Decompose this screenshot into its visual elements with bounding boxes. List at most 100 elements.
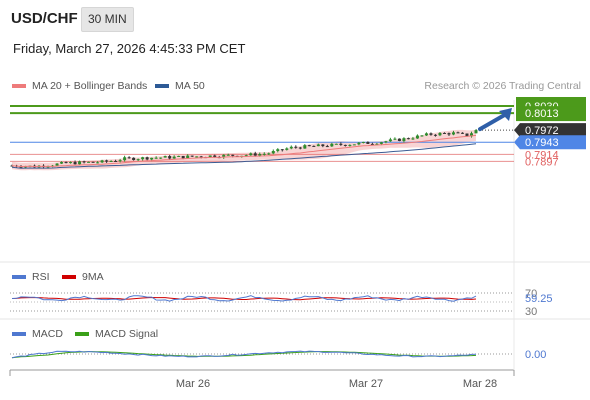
candle-body <box>208 155 212 158</box>
candle-body <box>321 144 325 147</box>
target-arrow-head <box>499 108 512 121</box>
candle-body <box>447 133 451 135</box>
legend-ma20-bollinger: MA 20 + Bollinger Bands <box>12 80 147 92</box>
legend-ma20-label: MA 20 + Bollinger Bands <box>32 80 148 92</box>
timeframe-button[interactable]: 30 MIN <box>81 7 134 32</box>
candle-body <box>159 157 163 159</box>
candle-body <box>456 132 460 134</box>
price-label-0-8013-box <box>520 106 586 121</box>
candle-body <box>361 141 365 143</box>
candle-body <box>352 144 356 146</box>
candle-body <box>150 157 154 160</box>
candle-body <box>460 132 464 134</box>
price-label-0-7943: 0.7943 <box>525 137 559 149</box>
price-label-0-7943-group: 0.7943 <box>514 135 586 150</box>
candle-body <box>177 155 181 157</box>
candle-body <box>343 144 347 146</box>
candle-body <box>339 143 343 145</box>
candle-body <box>451 132 455 135</box>
candle-body <box>267 153 271 155</box>
legend-9ma-label: 9MA <box>82 271 104 283</box>
candle-body <box>127 157 131 159</box>
target-arrow-shaft <box>478 111 510 132</box>
candle-body <box>316 144 320 147</box>
candle-body <box>186 155 190 159</box>
candle-body <box>429 133 433 135</box>
candle-body <box>334 143 338 145</box>
legend-9ma-swatch <box>62 275 76 280</box>
x-tick-label-mar-28: Mar 28 <box>463 378 497 390</box>
candle-body <box>325 146 329 148</box>
candle-body <box>213 155 217 158</box>
candle-body <box>136 159 140 161</box>
rsi-line <box>11 295 477 302</box>
candle-body <box>397 138 401 141</box>
candle-body <box>384 141 388 143</box>
candle-body <box>114 160 118 162</box>
legend-macd-swatch <box>12 332 26 337</box>
legend-ma20-swatch <box>12 84 26 89</box>
candle-body <box>469 133 473 137</box>
ma50-line <box>11 143 477 169</box>
candle-body <box>375 143 379 145</box>
candle-body <box>433 134 437 136</box>
candle-body <box>19 166 23 168</box>
legend-macd: MACD <box>12 328 63 340</box>
candle-body <box>109 160 113 162</box>
candle-body <box>96 162 100 164</box>
candle-body <box>105 160 109 162</box>
candle-body <box>195 156 199 158</box>
candle-body <box>154 157 158 159</box>
candle-body <box>294 146 298 148</box>
candle-body <box>199 156 203 158</box>
candle-body <box>420 135 424 137</box>
candle-body <box>465 133 469 137</box>
candle-body <box>222 154 226 158</box>
candle-body <box>424 133 428 136</box>
legend-rsi: RSI <box>12 271 50 283</box>
candle-body <box>168 156 172 159</box>
price-label-0-8013-group: 0.8013 <box>520 106 586 121</box>
bollinger-band <box>12 129 476 171</box>
x-tick-label-mar-26: Mar 26 <box>176 378 210 390</box>
candle-body <box>258 154 262 156</box>
candle-body <box>69 162 73 164</box>
candle-body <box>474 130 478 134</box>
candle-body <box>438 132 442 136</box>
candle-body <box>123 157 127 161</box>
candle-body <box>91 161 95 163</box>
candle-body <box>357 142 361 145</box>
ma20-line <box>11 134 477 168</box>
price-label-0-7897-group: 0.7897 <box>525 156 559 168</box>
candle-body <box>226 154 230 156</box>
legend-macd-label: MACD <box>32 328 63 340</box>
price-label-0-7914-group: 0.7914 <box>525 149 559 161</box>
price-label-0-7972-box <box>514 123 586 138</box>
candle-body <box>118 160 122 162</box>
macd-last-value: 0.00 <box>525 349 546 361</box>
candle-body <box>280 149 284 151</box>
rsi-last-value: 59.25 <box>525 293 553 305</box>
candle-body <box>307 145 311 147</box>
legend-ma50-label: MA 50 <box>175 80 205 92</box>
legend-rsi-9ma: 9MA <box>62 271 104 283</box>
chart-datetime: Friday, March 27, 2026 4:45:33 PM CET <box>13 41 246 56</box>
candle-body <box>312 145 316 147</box>
legend-macd-signal-swatch <box>75 332 89 337</box>
x-tick-label-mar-27: Mar 27 <box>349 378 383 390</box>
candle-body <box>298 147 302 149</box>
candle-body <box>289 146 293 149</box>
candle-body <box>348 144 352 146</box>
candle-body <box>393 138 397 140</box>
price-label-0-7914: 0.7914 <box>525 149 559 161</box>
candle-body <box>370 143 374 145</box>
price-label-0-8013: 0.8013 <box>525 108 559 120</box>
candle-body <box>415 135 419 139</box>
candle-body <box>100 160 104 163</box>
candle-body <box>64 162 68 164</box>
candle-body <box>60 162 64 164</box>
candle-body <box>141 157 145 160</box>
candle-body <box>55 163 59 166</box>
candle-body <box>253 153 257 156</box>
